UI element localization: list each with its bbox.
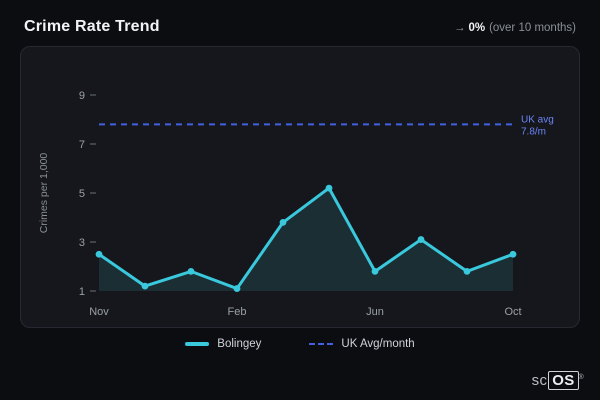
header: Crime Rate Trend → 0% (over 10 months) (0, 0, 600, 46)
data-point (325, 184, 333, 192)
y-tick-label: 3 (79, 237, 85, 249)
uk-avg-line-swatch (309, 343, 334, 345)
bolingey-line-swatch (185, 342, 210, 346)
data-point (279, 219, 287, 226)
x-tick-label: Jun (366, 306, 384, 318)
logo-text-os: OS (548, 371, 579, 390)
scos-logo: sc OS ® (532, 371, 584, 390)
legend-label: UK Avg/month (341, 338, 415, 350)
data-point (463, 268, 471, 275)
trend-caption: (over 10 months) (489, 22, 576, 34)
y-axis-label: Crimes per 1,000 (38, 153, 50, 234)
trend-value: 0% (468, 22, 486, 34)
y-tick-label: 9 (79, 90, 85, 102)
legend-item-bolingey: Bolingey (185, 338, 261, 350)
data-point (371, 268, 379, 275)
uk-avg-label: UK avg 7.8/m (521, 114, 554, 137)
data-point (233, 285, 241, 292)
page-title: Crime Rate Trend (24, 18, 160, 35)
y-tick-label: 7 (79, 139, 85, 151)
x-tick-label: Oct (504, 306, 521, 318)
logo-text-sc: sc (531, 372, 548, 389)
legend-label: Bolingey (217, 338, 262, 350)
data-point (95, 250, 103, 258)
trend-indicator: → 0% (over 10 months) (454, 22, 576, 34)
crime-trend-chart: 9 7 5 3 1 Nov Feb Jun Oct UK avg 7.8/m Crimes per 1… (38, 90, 554, 318)
registered-mark: ® (578, 374, 584, 381)
data-point (509, 250, 517, 258)
y-tick-label: 5 (79, 188, 85, 200)
x-tick-label: Nov (89, 306, 109, 318)
data-point (141, 282, 149, 290)
chart-legend: Bolingey UK Avg/month (0, 338, 600, 350)
chart-card: 9 7 5 3 1 Nov Feb Jun Oct UK avg 7.8/m Crimes per 1… (20, 46, 580, 328)
legend-item-uk-avg: UK Avg/month (309, 338, 415, 350)
area-fill (99, 188, 513, 291)
data-point (187, 268, 195, 275)
x-tick-label: Feb (228, 306, 247, 318)
y-tick-label: 1 (79, 286, 85, 298)
data-point (417, 236, 425, 243)
bolingey-line (97, 186, 515, 291)
trend-arrow-icon: → (453, 22, 466, 34)
